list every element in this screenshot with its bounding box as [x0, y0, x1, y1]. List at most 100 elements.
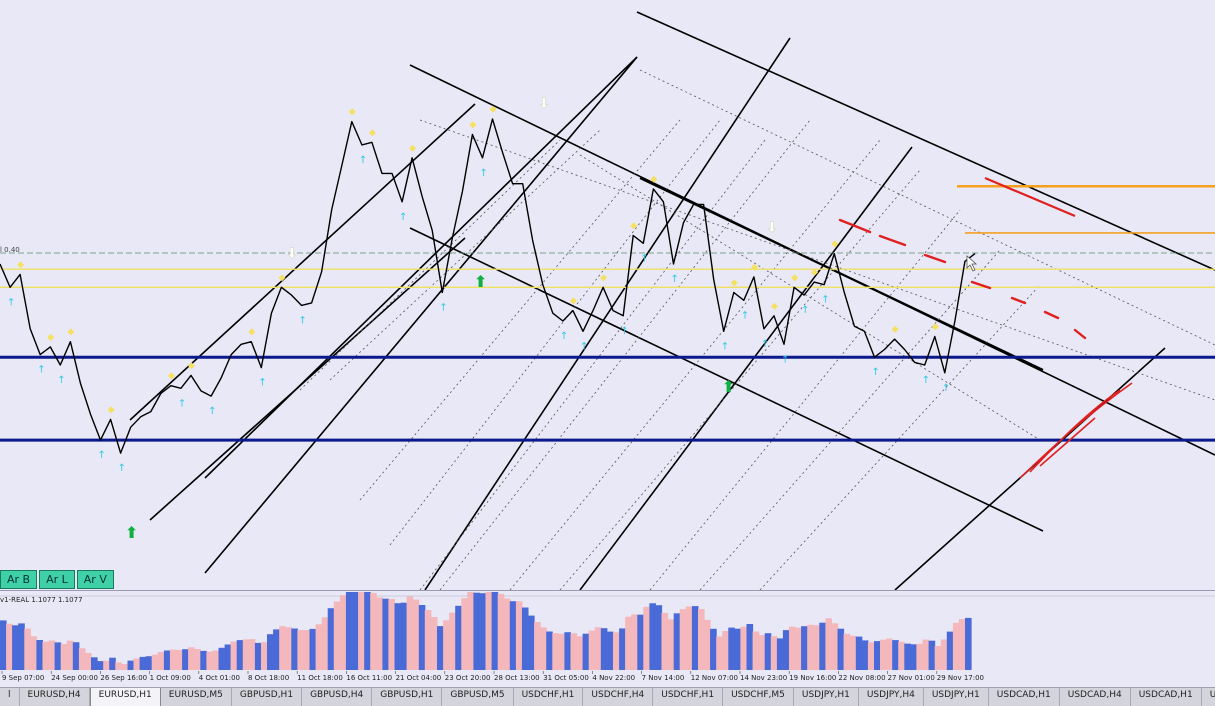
dashed-channel-line: [419, 119, 1215, 401]
histogram-bar: [661, 612, 669, 670]
histogram-bar: [843, 633, 851, 670]
histogram-bar: [145, 656, 153, 670]
tab-gbpusd-m5[interactable]: GBPUSD,M5: [442, 688, 514, 706]
up-arrow-icon: ↑: [801, 305, 809, 316]
histogram-bar: [133, 658, 141, 670]
tab-usdcad-m5[interactable]: USDCAD,M5: [1202, 688, 1215, 706]
histogram-bar: [467, 592, 474, 670]
histogram-bar: [558, 633, 565, 670]
histogram-bar: [321, 617, 329, 670]
histogram-bar: [224, 644, 232, 670]
time-axis-label: 27 Nov 01:00: [888, 674, 935, 682]
histogram-bar: [491, 592, 499, 670]
histogram-bar: [752, 631, 760, 670]
red-dashed-projection: [838, 218, 1087, 340]
tab-usdjpy-h1[interactable]: USDJPY,H1: [924, 688, 989, 706]
sell-arrow-icon: ⬇: [538, 96, 550, 112]
time-axis-label: 12 Nov 07:00: [691, 674, 738, 682]
histogram-bar: [212, 650, 219, 670]
tab-usdcad-h1[interactable]: USDCAD,H1: [989, 688, 1060, 706]
sell-arrow-icon: ⬇: [286, 246, 298, 262]
histogram-bar: [200, 650, 207, 670]
ar-v-button[interactable]: Ar V: [76, 570, 114, 589]
histogram-bar: [236, 640, 244, 670]
histogram-bar: [691, 606, 699, 670]
tab-usdchf-h4[interactable]: USDCHF,H4: [583, 688, 654, 706]
histogram-bar: [333, 601, 341, 670]
histogram-bar: [789, 626, 796, 670]
histogram-bar: [48, 640, 56, 670]
tab-usdcad-h1[interactable]: USDCAD,H1: [1131, 688, 1202, 706]
ar-l-button[interactable]: Ar L: [39, 570, 75, 589]
histogram-bar: [764, 633, 772, 670]
histogram-bar: [91, 657, 98, 670]
tab-usdjpy-h4[interactable]: USDJPY,H4: [859, 688, 924, 706]
tab-usdchf-h1[interactable]: USDCHF,H1: [653, 688, 724, 706]
histogram-bar: [60, 644, 68, 670]
histogram-bar: [109, 657, 116, 670]
down-arrow-icon: ⬥: [751, 262, 758, 273]
histogram-bar: [613, 632, 620, 670]
histogram-bar: [218, 647, 226, 670]
time-axis-label: 19 Nov 16:00: [789, 674, 836, 682]
up-arrow-icon: ↑: [580, 341, 588, 352]
dashed-channel-line: [579, 154, 1041, 441]
volume-indicator-chart[interactable]: 9 Sep 07:00 24 Sep 00:00 26 Sep 16:00 1 Oct…: [0, 592, 1215, 687]
histogram-bar: [285, 627, 292, 670]
dashed-channel-line: [329, 129, 601, 381]
up-arrow-icon: ↑: [721, 341, 729, 352]
down-arrow-icon: ⬥: [409, 143, 416, 154]
tab-usdchf-m5[interactable]: USDCHF,M5: [723, 688, 794, 706]
tab-gbpusd-h1[interactable]: GBPUSD,H1: [232, 688, 303, 706]
buy-arrow-icon: ⬆: [474, 272, 487, 291]
price-chart[interactable]: ↑ ⬥ ↑ ⬥ ↑ ⬥ ↑ ⬥ ↑ ⬥ ↑ ⬥ ↑ ⬥ ↑ ⬥ ↑ ⬥ ↑ ⬥ ↑ ⬥ ↑ ⬥ ↑ ⬥ ↑ ⬥ ↑ ⬥ ↑ ⬥ ↑ ⬥ ↑ ↑ ⬥ ↑ ⬥ ↑…: [0, 0, 1215, 590]
chart-divider: [0, 590, 1215, 591]
time-axis-label: 24 Sep 00:00: [51, 674, 98, 682]
histogram-bar: [449, 612, 456, 670]
histogram-bar: [631, 614, 638, 670]
time-axis-label: 4 Oct 01:00: [199, 674, 240, 682]
tab-eurusd-m5[interactable]: EURUSD,M5: [161, 688, 232, 706]
histogram-bar: [916, 643, 923, 670]
tab-gbpusd-h1[interactable]: GBPUSD,H1: [372, 688, 443, 706]
histogram-bar: [515, 601, 523, 670]
tab-usdcad-h4[interactable]: USDCAD,H4: [1060, 688, 1131, 706]
tab-gbpusd-h4[interactable]: GBPUSD,H4: [302, 688, 373, 706]
time-axis-label: 1 Oct 09:00: [150, 674, 191, 682]
up-arrow-icon: ↑: [118, 463, 126, 474]
down-arrow-icon: ⬥: [600, 272, 607, 283]
histogram-bar: [807, 624, 814, 670]
up-arrow-icon: ↑: [821, 295, 829, 306]
histogram-bar: [795, 627, 802, 670]
ar-b-button[interactable]: Ar B: [0, 570, 38, 589]
histogram-bar: [115, 662, 122, 670]
up-arrow-icon: ↑: [7, 297, 15, 308]
up-arrow-icon: ↑: [781, 354, 789, 365]
tab-eurusd-h1[interactable]: EURUSD,H1: [89, 688, 161, 706]
histogram-bar: [127, 660, 135, 670]
histogram-bar: [315, 624, 323, 670]
channel-line: [636, 11, 1215, 271]
dashed-channel-line: [299, 139, 561, 391]
histogram-bar: [898, 641, 905, 670]
histogram-bar: [230, 641, 238, 670]
tab-usdchf-h1[interactable]: USDCHF,H1: [514, 688, 584, 706]
time-axis-label: 7 Nov 14:00: [642, 674, 685, 682]
histogram-bar: [503, 598, 511, 670]
time-axis-label: 26 Sep 16:00: [100, 674, 147, 682]
tab-usdjpy-h1[interactable]: USDJPY,H1: [794, 688, 859, 706]
tab-eurusd-h4[interactable]: EURUSD,H4: [20, 688, 90, 706]
histogram-bar: [72, 642, 80, 670]
histogram-bar: [327, 608, 335, 670]
tab-l[interactable]: l: [0, 688, 20, 706]
dashed-channel-line: [389, 119, 721, 546]
up-arrow-icon: ↑: [258, 378, 266, 389]
histogram-bar: [655, 605, 663, 670]
histogram-bar: [12, 625, 19, 670]
histogram-bar: [716, 636, 723, 670]
channel-line: [204, 56, 638, 479]
histogram-bar: [728, 627, 735, 670]
dashed-channel-line: [699, 249, 1001, 590]
histogram-bar: [169, 649, 177, 670]
time-axis-label: 4 Nov 22:00: [592, 674, 635, 682]
